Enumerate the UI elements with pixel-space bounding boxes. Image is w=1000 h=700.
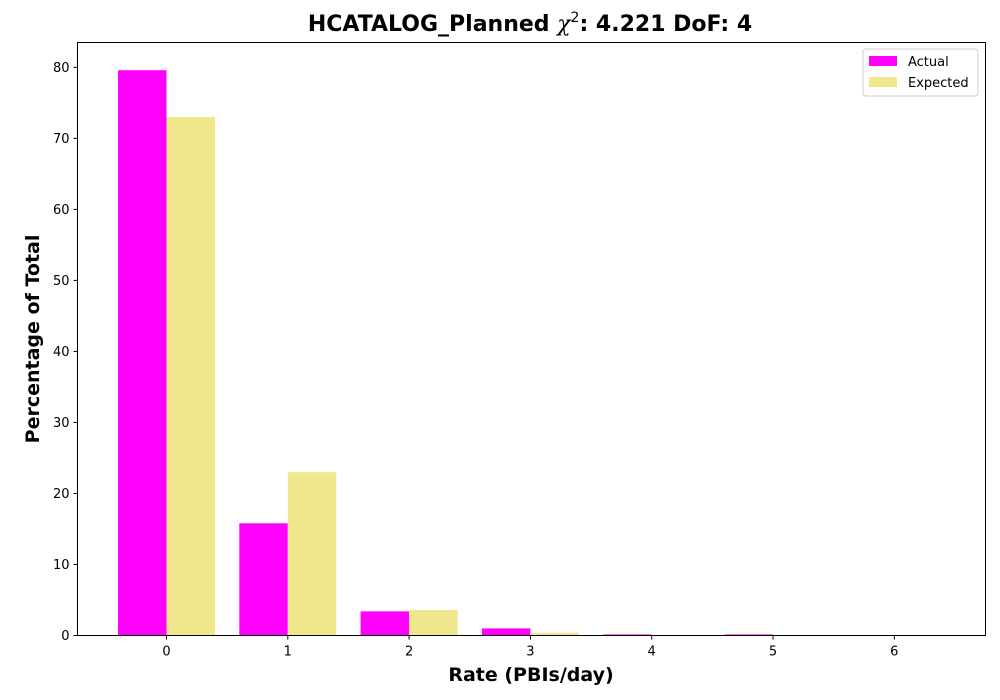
bar-actual-0 — [118, 70, 167, 636]
bar-expected-1 — [287, 472, 337, 636]
y-tick-label: 20 — [53, 487, 70, 502]
y-axis-ticks: 0 10 20 30 40 50 60 70 80 — [53, 61, 78, 644]
legend-swatch-expected — [869, 77, 897, 87]
bar-expected-3 — [530, 632, 579, 636]
bar-expected-2 — [409, 609, 458, 636]
chart-title: HCATALOG_Planned χ2: 4.221 DoF: 4 — [308, 10, 752, 37]
y-tick-label: 70 — [53, 132, 70, 147]
x-tick-label: 4 — [648, 645, 656, 660]
legend-label-actual: Actual — [908, 55, 949, 70]
x-tick-label: 1 — [284, 645, 292, 660]
x-tick-label: 6 — [890, 645, 898, 660]
y-tick-label: 0 — [61, 629, 69, 644]
x-axis-ticks: 0 1 2 3 4 5 6 — [162, 635, 898, 660]
x-tick-label: 3 — [526, 645, 534, 660]
bar-actual-5 — [724, 634, 773, 636]
y-tick-label: 80 — [53, 61, 70, 76]
x-tick-label: 2 — [405, 645, 413, 660]
x-tick-label: 5 — [769, 645, 777, 660]
bar-actual-3 — [481, 628, 531, 636]
legend-label-expected: Expected — [908, 76, 969, 91]
bar-actual-1 — [239, 523, 288, 636]
x-tick-label: 0 — [162, 645, 170, 660]
bars — [118, 70, 773, 636]
y-tick-label: 60 — [53, 203, 70, 218]
y-tick-label: 10 — [53, 558, 70, 573]
y-axis-label: Percentage of Total — [22, 235, 44, 444]
y-tick-label: 50 — [53, 274, 70, 289]
legend-swatch-actual — [869, 56, 897, 66]
bar-actual-2 — [360, 611, 410, 636]
y-tick-label: 30 — [53, 416, 70, 431]
y-tick-label: 40 — [53, 345, 70, 360]
x-axis-label: Rate (PBIs/day) — [448, 664, 613, 686]
bar-actual-4 — [603, 634, 652, 636]
legend: Actual Expected — [862, 48, 979, 97]
plot-frame — [77, 42, 986, 636]
bar-expected-0 — [166, 117, 215, 636]
